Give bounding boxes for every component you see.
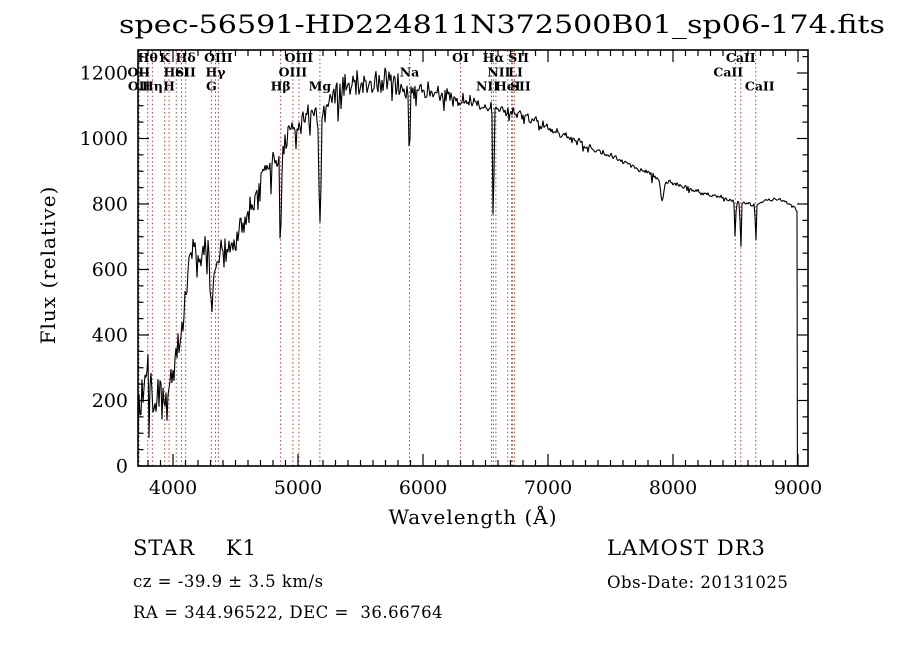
x-axis-label: Wavelength (Å) <box>388 504 557 529</box>
spectral-line-label: SII <box>508 50 529 65</box>
spectral-line-label: OII <box>127 65 150 80</box>
spectral-line-label: Na <box>400 65 420 80</box>
plot-frame <box>137 49 809 467</box>
spectral-line-label: HeI <box>163 65 189 80</box>
spectral-line-label: OII <box>128 79 151 94</box>
x-tick-label: 9000 <box>774 477 822 499</box>
spectrum-curve-group <box>138 67 798 466</box>
spectral-line-label: Hα <box>483 50 505 65</box>
spectral-line-label: Mg <box>309 79 332 94</box>
spectral-line-label: HeI <box>495 79 521 94</box>
object-class-label: STAR K1 <box>133 536 257 560</box>
cz-value: cz = -39.9 ± 3.5 km/s <box>133 572 324 591</box>
spectral-line-label: CaII <box>726 50 756 65</box>
x-tick-label: 8000 <box>649 477 697 499</box>
y-tick-label: 600 <box>92 259 128 281</box>
spectral-line-label: Hβ <box>271 79 291 94</box>
survey-label: LAMOST DR3 <box>607 536 766 560</box>
spectral-line-label: LI <box>508 65 523 80</box>
spectral-line-label: Hθ <box>138 50 158 65</box>
spectral-line-label: NII <box>487 65 510 80</box>
spectral-line-markers <box>138 50 757 466</box>
y-tick-label: 0 <box>116 456 128 478</box>
spectrum-curve <box>138 67 798 466</box>
plot-title: spec-56591-HD224811N372500B01_sp06-174.f… <box>119 10 885 39</box>
spectral-line-label: OI <box>452 50 469 65</box>
spectral-line-label: K <box>159 50 171 65</box>
y-tick-label: 400 <box>92 325 128 347</box>
y-tick-label: 800 <box>92 194 128 216</box>
spectral-line-label: SII <box>175 65 196 80</box>
axis-tick-labels: 4000 5000 6000 7000 8000 9000 0 200 400 600 800 100… <box>80 63 823 500</box>
spectral-line-label: NII <box>476 79 499 94</box>
spectral-line-label: SII <box>510 79 531 94</box>
spectral-line-label: CaII <box>745 79 775 94</box>
y-tick-label: 200 <box>92 390 128 412</box>
spectral-line-label: OIII <box>204 50 233 65</box>
spectral-line-label: OIII <box>279 65 308 80</box>
axis-ticks <box>138 50 808 467</box>
spectral-line-label: G <box>206 79 217 94</box>
spectral-line-label: H <box>163 79 175 94</box>
y-tick-label: 1000 <box>80 128 128 150</box>
x-tick-label: 6000 <box>399 477 447 499</box>
y-tick-label: 1200 <box>80 63 128 85</box>
x-tick-label: 7000 <box>524 477 572 499</box>
obs-date: Obs-Date: 20131025 <box>607 573 789 592</box>
spectral-line-label: CaII <box>713 65 743 80</box>
x-tick-label: 5000 <box>274 477 322 499</box>
ra-dec-value: RA = 344.96522, DEC = 36.66764 <box>133 603 444 622</box>
spectral-line-label: Hδ <box>176 50 196 65</box>
spectral-line-label: OIII <box>285 50 314 65</box>
x-tick-label: 4000 <box>149 477 197 499</box>
spectral-line-label: Hγ <box>205 65 226 80</box>
spectral-line-label: Hη <box>142 79 163 94</box>
y-axis-label: Flux (relative) <box>36 186 60 345</box>
